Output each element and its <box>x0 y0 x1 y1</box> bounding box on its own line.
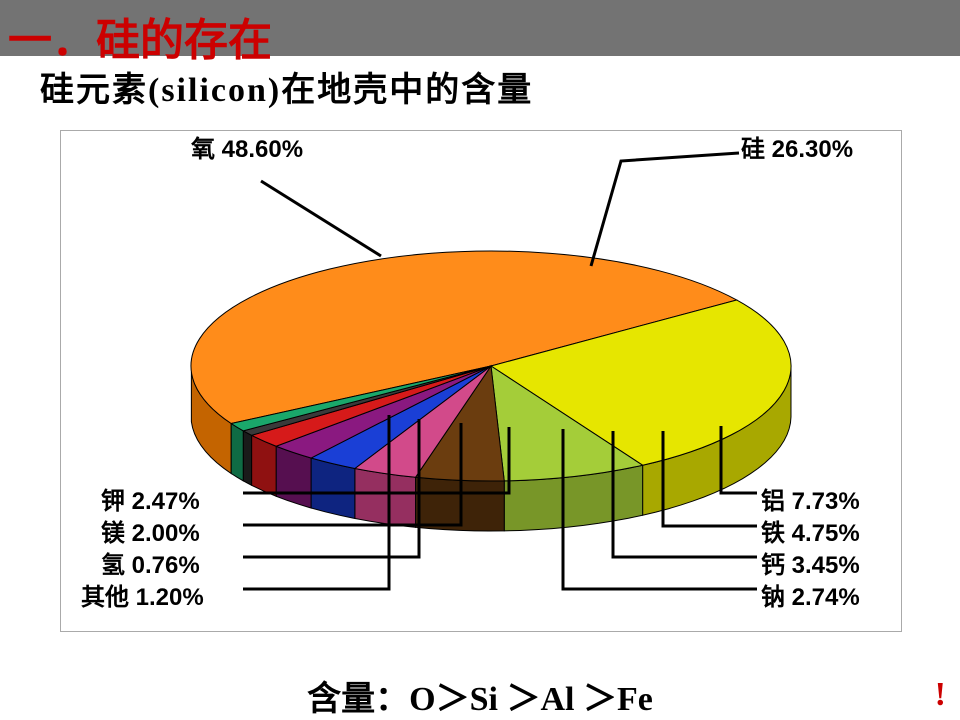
slice-label: 铁 4.75% <box>761 513 860 548</box>
page-title: 一．硅的存在 <box>8 4 272 68</box>
slice-label: 氢 0.76% <box>101 545 200 580</box>
slice-label: 镁 2.00% <box>101 513 200 548</box>
slice-label: 钾 2.47% <box>101 481 200 516</box>
excl-icon: ! <box>935 676 946 714</box>
slice-label: 钠 2.74% <box>761 577 860 612</box>
slice-label: 硅 26.30% <box>741 129 853 164</box>
slice-label: 铝 7.73% <box>761 481 860 516</box>
slice-label: 其他 1.20% <box>81 577 204 612</box>
summary-text: 含量：O＞Si ＞Al ＞Fe <box>0 671 960 720</box>
slice-label: 钙 3.45% <box>761 545 860 580</box>
page-subtitle: 硅元素(silicon)在地壳中的含量 <box>40 62 533 111</box>
pie-chart: 氧 48.60% 硅 26.30% 铝 7.73%铁 4.75%钙 3.45%钠 2… <box>60 130 902 632</box>
slice-label: 氧 48.60% <box>191 129 303 164</box>
